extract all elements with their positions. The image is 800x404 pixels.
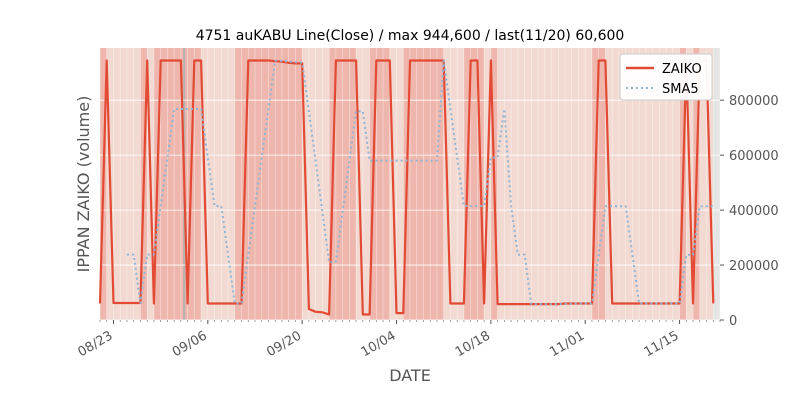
- y-axis-label: IPPAN ZAIKO (volume): [74, 96, 93, 273]
- x-tick-label: 11/01: [547, 328, 587, 360]
- x-tick-label: 08/23: [76, 328, 116, 360]
- y-tick-label: 0: [729, 314, 737, 329]
- x-tick-label: 09/20: [264, 328, 304, 360]
- series-lines: [98, 59, 715, 316]
- x-axis-label: DATE: [389, 366, 431, 385]
- y-tick-label: 200000: [729, 259, 779, 274]
- x-tick-label: 09/06: [170, 328, 210, 360]
- legend-label-sma5: SMA5: [662, 82, 699, 97]
- legend: ZAIKO SMA5: [619, 53, 713, 101]
- series-line-zaiko: [98, 59, 715, 316]
- x-tick-label: 10/18: [453, 328, 493, 360]
- chart-title: 4751 auKABU Line(Close) / max 944,600 / …: [196, 28, 625, 44]
- y-tick-label: 600000: [729, 149, 779, 164]
- y-axis: 0 200000 400000 600000 800000: [720, 94, 779, 329]
- legend-label-zaiko: ZAIKO: [662, 62, 702, 77]
- y-tick-label: 800000: [729, 94, 779, 109]
- x-tick-label: 10/04: [359, 328, 399, 360]
- series-line-sma5: [127, 59, 714, 306]
- x-tick-label: 11/15: [642, 328, 682, 360]
- x-axis: 08/23 09/06 09/20 10/04 10/18 11/01 11/15: [76, 320, 721, 360]
- y-tick-label: 400000: [729, 204, 779, 219]
